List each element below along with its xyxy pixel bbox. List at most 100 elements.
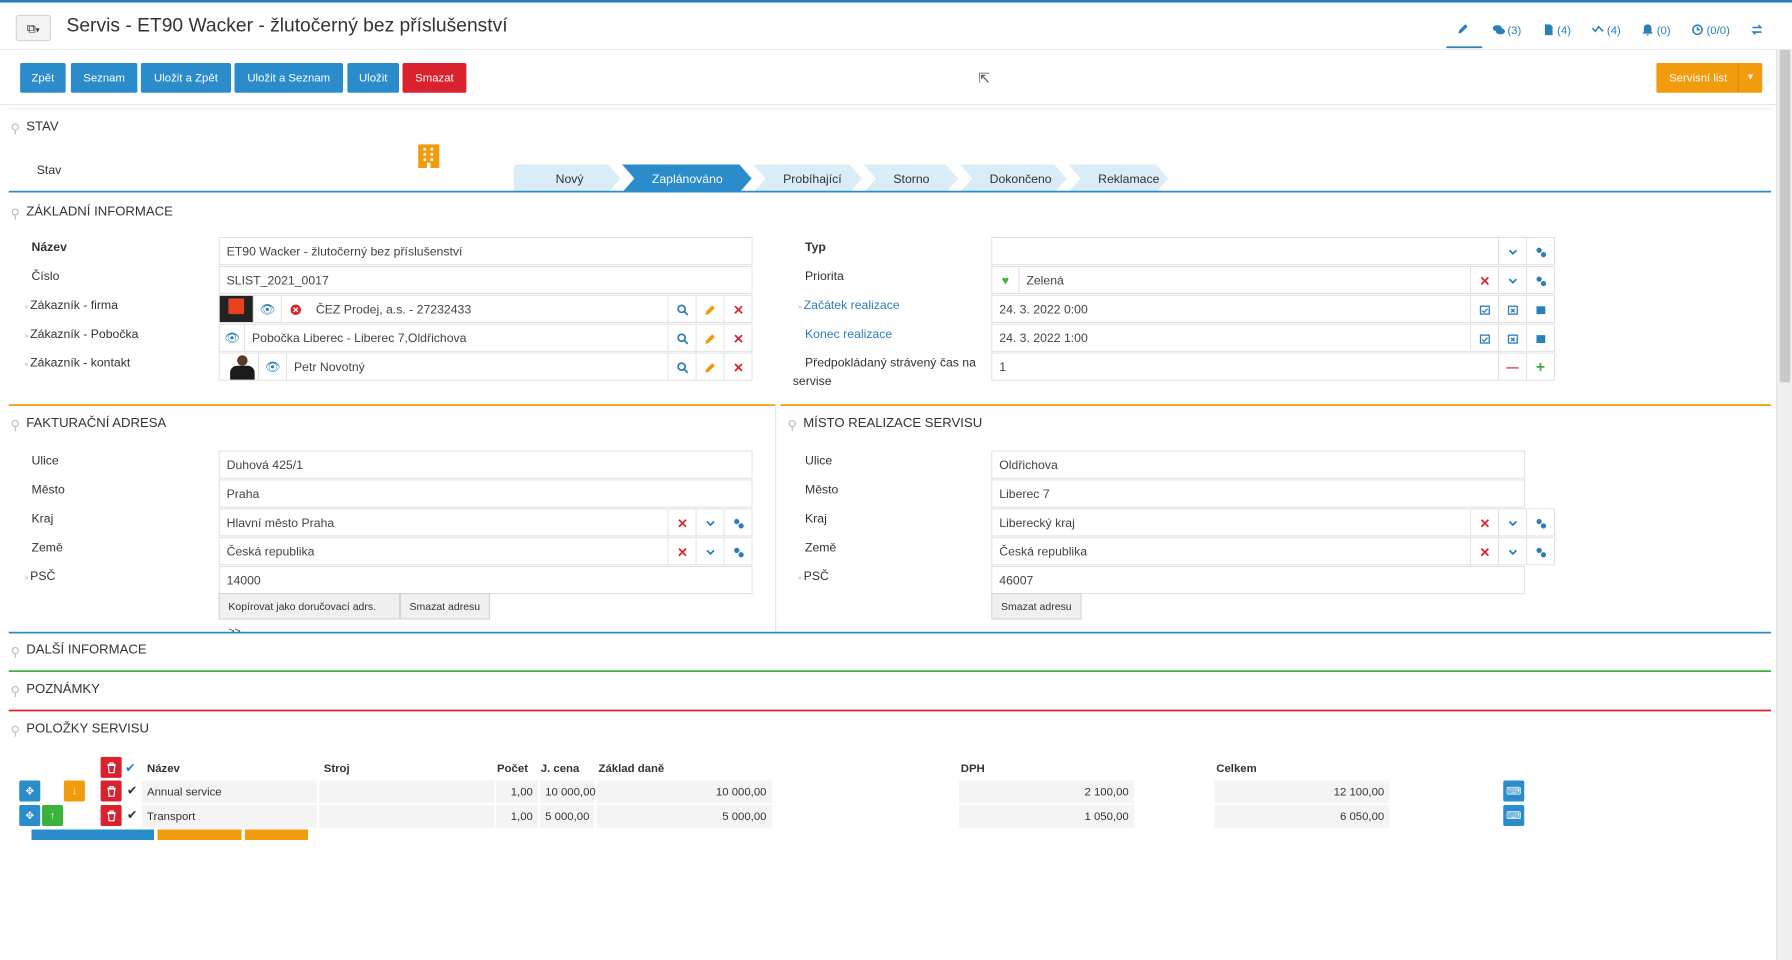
calendar-times-icon[interactable] — [1498, 295, 1526, 322]
status-step-probihajici[interactable]: Probíhající — [753, 165, 862, 193]
tab-time[interactable]: (0/0) — [1681, 13, 1740, 48]
row-stroj[interactable] — [319, 780, 495, 804]
delete-row-button[interactable] — [100, 805, 122, 826]
delete-address-button[interactable]: Smazat adresu — [399, 593, 490, 620]
section-title-stav[interactable]: ⚲ STAV — [10, 119, 59, 137]
close-icon[interactable] — [667, 538, 696, 565]
nazev-input[interactable]: ET90 Wacker - žlutočerný bez příslušenst… — [218, 237, 753, 266]
plus-icon[interactable]: + — [1526, 353, 1554, 380]
row-nazev[interactable]: Transport — [141, 805, 317, 828]
pencil-icon[interactable] — [695, 353, 724, 380]
arrow-up-icon[interactable]: ↑ — [42, 805, 63, 826]
status-step-reklamace[interactable]: Reklamace — [1068, 165, 1168, 193]
calendar-check-icon[interactable] — [1470, 324, 1498, 351]
kontakt-field[interactable]: 👁 Petr Novotný — [218, 352, 753, 381]
row-zaklad[interactable]: 10 000,00 — [596, 780, 772, 804]
priorita-select[interactable]: ♥ Zelená — [991, 266, 1555, 294]
save-list-button[interactable]: Uložit a Seznam — [234, 63, 343, 93]
f-zeme-select[interactable]: Česká republika — [218, 537, 753, 566]
m-zeme-select[interactable]: Česká republika — [991, 537, 1555, 566]
cas-stepper[interactable]: 1 — + — [991, 352, 1555, 381]
konec-input[interactable]: 24. 3. 2022 1:00 — [991, 323, 1555, 352]
pencil-icon[interactable] — [695, 295, 724, 322]
action-button[interactable] — [245, 829, 308, 840]
scrollbar-thumb[interactable] — [1779, 49, 1791, 383]
close-icon[interactable] — [1470, 509, 1498, 536]
row-jcena[interactable]: 10 000,00 — [539, 780, 596, 804]
row-zaklad[interactable]: 5 000,00 — [596, 805, 772, 828]
m-kraj-select[interactable]: Liberecký kraj — [991, 508, 1555, 537]
eye-icon[interactable]: 👁 — [258, 353, 286, 380]
typ-select[interactable] — [991, 237, 1555, 266]
close-icon[interactable] — [667, 509, 696, 536]
chevron-down-icon[interactable] — [1498, 538, 1526, 565]
f-mesto-input[interactable]: Praha — [218, 479, 753, 508]
status-step-storno[interactable]: Storno — [864, 165, 959, 193]
m-mesto-input[interactable]: Liberec 7 — [991, 479, 1526, 508]
close-icon[interactable] — [1470, 266, 1498, 294]
delete-row-button[interactable] — [100, 780, 122, 802]
menu-toggle-button[interactable]: ⧉▾ — [15, 14, 51, 42]
chevron-down-icon[interactable] — [1498, 509, 1526, 536]
row-stroj[interactable] — [319, 805, 495, 828]
section-title-misto[interactable]: ⚲ MÍSTO REALIZACE SERVISU — [787, 415, 983, 433]
row-celkem[interactable]: 12 100,00 — [1214, 780, 1390, 804]
eye-icon[interactable]: 👁 — [252, 295, 281, 322]
row-pocet[interactable]: 1,00 — [496, 805, 539, 828]
move-row-icon[interactable]: ✥ — [19, 805, 41, 826]
keyboard-icon[interactable]: ⌨ — [1503, 780, 1525, 802]
chevron-down-icon[interactable] — [695, 509, 724, 536]
gears-icon[interactable] — [1526, 266, 1554, 294]
close-icon[interactable] — [723, 353, 752, 380]
status-step-dokonceno[interactable]: Dokončeno — [960, 165, 1067, 193]
action-button[interactable] — [157, 829, 242, 840]
row-pocet[interactable]: 1,00 — [496, 780, 539, 804]
list-button[interactable]: Seznam — [70, 63, 138, 93]
add-item-button[interactable] — [31, 829, 154, 840]
row-dph[interactable]: 2 100,00 — [959, 780, 1134, 804]
close-icon[interactable] — [723, 324, 752, 351]
row-nazev[interactable]: Annual service — [141, 780, 317, 804]
scrollbar[interactable] — [1776, 49, 1792, 960]
status-step-novy[interactable]: Nový — [514, 165, 621, 193]
status-step-zaplanovano[interactable]: Zaplánováno — [622, 165, 752, 193]
search-icon[interactable] — [667, 324, 696, 351]
tab-timeline[interactable]: (4) — [1582, 13, 1632, 48]
gears-icon[interactable] — [723, 538, 752, 565]
close-icon[interactable] — [723, 295, 752, 322]
zacatek-input[interactable]: 24. 3. 2022 0:00 — [991, 294, 1555, 323]
keyboard-icon[interactable]: ⌨ — [1503, 805, 1525, 826]
section-title-fakturacni[interactable]: ⚲ FAKTURAČNÍ ADRESA — [10, 415, 167, 433]
pencil-icon[interactable] — [695, 324, 724, 351]
search-icon[interactable] — [667, 295, 696, 322]
tab-edit[interactable] — [1446, 13, 1482, 49]
chevron-down-icon[interactable] — [1498, 238, 1526, 265]
calendar-icon[interactable] — [1526, 324, 1554, 351]
check-all-icon[interactable]: ✔ — [125, 760, 136, 775]
row-celkem[interactable]: 6 050,00 — [1214, 805, 1390, 828]
calendar-check-icon[interactable] — [1470, 295, 1498, 322]
m-delete-address-button[interactable]: Smazat adresu — [991, 593, 1082, 620]
chevron-down-icon[interactable] — [1498, 266, 1526, 294]
delete-all-button[interactable] — [100, 756, 122, 778]
arrow-down-icon[interactable]: ↓ — [63, 780, 85, 802]
f-ulice-input[interactable]: Duhová 425/1 — [218, 450, 753, 479]
row-check-icon[interactable]: ✔ — [126, 807, 138, 822]
gears-icon[interactable] — [1526, 509, 1554, 536]
section-title-zakladni[interactable]: ⚲ ZÁKLADNÍ INFORMACE — [10, 203, 173, 221]
search-icon[interactable] — [667, 353, 696, 380]
row-dph[interactable]: 1 050,00 — [959, 805, 1134, 828]
save-back-button[interactable]: Uložit a Zpět — [140, 63, 231, 93]
tab-exchange[interactable] — [1740, 13, 1776, 48]
calendar-times-icon[interactable] — [1498, 324, 1526, 351]
m-ulice-input[interactable]: Oldřichova — [991, 450, 1526, 479]
calendar-icon[interactable] — [1526, 295, 1554, 322]
caret-down-icon[interactable]: ▼ — [1737, 63, 1763, 93]
tab-comments[interactable]: (3) — [1482, 13, 1532, 48]
row-check-icon[interactable]: ✔ — [126, 783, 138, 798]
chevron-down-icon[interactable] — [695, 538, 724, 565]
f-psc-input[interactable]: 14000 — [218, 566, 753, 595]
remove-circle-icon[interactable] — [280, 295, 309, 322]
tab-documents[interactable]: (4) — [1532, 13, 1582, 48]
firma-field[interactable]: 👁 ČEZ Prodej, a.s. - 27232433 — [218, 294, 753, 323]
